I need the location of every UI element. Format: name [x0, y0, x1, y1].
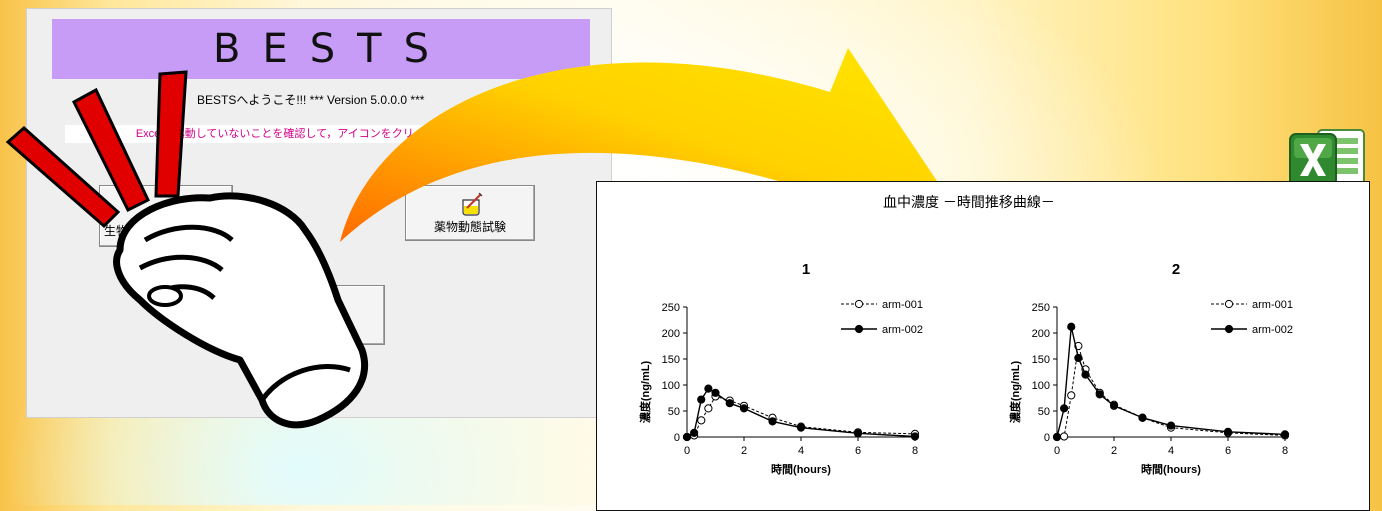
chart-main-title: 血中濃度 －時間推移曲線－ [883, 194, 1055, 210]
data-point [690, 428, 699, 437]
data-point [1223, 427, 1233, 436]
y-axis-label: 濃度(ng/mL) [638, 361, 652, 424]
welcome-text: BESTSへようこそ!!! *** Version 5.0.0.0 *** [197, 93, 425, 107]
x-tick-label: 0 [1054, 445, 1060, 457]
excel-icon [1289, 129, 1365, 189]
x-axis-label: 時間(hours) [771, 462, 831, 476]
legend-label: arm-002 [1252, 324, 1293, 336]
chart-title: 2 [1172, 261, 1180, 278]
y-tick-label: 200 [662, 328, 680, 340]
y-tick-label: 100 [1032, 380, 1050, 392]
data-point [1280, 430, 1290, 439]
data-point [1074, 353, 1083, 363]
bioequivalence-button-label: 生物学的 [104, 224, 153, 238]
y-tick-label: 50 [1038, 406, 1050, 418]
x-tick-label: 4 [798, 445, 804, 457]
data-point [1138, 413, 1147, 422]
y-tick-label: 250 [1032, 302, 1050, 314]
legend-marker [854, 324, 864, 334]
legend-marker [1224, 299, 1234, 309]
data-point [1095, 390, 1104, 399]
y-tick-label: 250 [662, 302, 680, 314]
data-point [1060, 432, 1069, 441]
x-tick-label: 2 [741, 445, 747, 457]
third-module-button[interactable] [297, 285, 385, 345]
y-tick-label: 100 [662, 380, 680, 392]
y-tick-label: 0 [1044, 432, 1050, 444]
x-tick-label: 2 [1111, 445, 1117, 457]
chart-title: 1 [802, 261, 810, 278]
y-tick-label: 150 [662, 354, 680, 366]
data-point [704, 404, 713, 413]
flask-syringe-icon [462, 192, 483, 216]
legend-marker [1224, 324, 1234, 334]
data-point [739, 404, 749, 413]
data-point [910, 432, 920, 441]
data-point [1067, 391, 1076, 400]
x-tick-label: 0 [684, 445, 690, 457]
data-point [725, 399, 734, 408]
instruction-notice: Excelが起動していないことを確認して，アイコンをクリックしてください. [65, 125, 575, 143]
data-point [1067, 322, 1076, 331]
pharmacokinetics-button-label: 薬物動態試験 [433, 220, 506, 234]
data-point [697, 395, 706, 404]
chart-2: 2 0 50 100 150 200 250 0 2 4 6 8 時間(hours) 濃度(ng/mL) a… [1008, 261, 1293, 476]
x-axis-label: 時間(hours) [1141, 462, 1201, 476]
x-tick-label: 6 [855, 445, 861, 457]
data-point [1081, 370, 1090, 379]
chart-panel: 血中濃度 －時間推移曲線－ 1 0 50 100 150 200 250 0 2 4 6 8 時間(ho… [596, 181, 1370, 511]
legend-label: arm-002 [882, 324, 923, 336]
data-point [697, 416, 706, 425]
data-point [704, 384, 713, 393]
bioequivalence-button[interactable]: 生物学的 [99, 185, 233, 247]
bests-app-window: BESTS BESTSへようこそ!!! *** Version 5.0.0.0 … [26, 8, 612, 418]
data-point [1060, 404, 1069, 413]
y-tick-label: 200 [1032, 328, 1050, 340]
app-title-banner: BESTS [52, 19, 590, 79]
y-tick-label: 50 [668, 406, 680, 418]
x-tick-label: 4 [1168, 445, 1174, 457]
data-point [1166, 421, 1176, 430]
series-line-arm-002 [1056, 326, 1286, 438]
y-tick-label: 0 [674, 432, 680, 444]
data-point [768, 417, 777, 426]
data-point [853, 429, 863, 438]
y-tick-label: 150 [1032, 354, 1050, 366]
legend-label: arm-001 [882, 299, 923, 311]
data-point [682, 432, 692, 442]
x-tick-label: 6 [1225, 445, 1231, 457]
data-point [1052, 432, 1062, 442]
data-point [1109, 401, 1119, 410]
x-tick-label: 8 [1282, 445, 1288, 457]
chart-1: 1 0 50 100 150 200 250 0 2 4 6 8 時間(hours) 濃度(ng/mL) a… [638, 261, 923, 476]
x-tick-label: 8 [912, 445, 918, 457]
pharmacokinetics-button[interactable]: 薬物動態試験 [405, 185, 535, 241]
legend-label: arm-001 [1252, 299, 1293, 311]
y-axis-label: 濃度(ng/mL) [1008, 361, 1022, 424]
legend-marker [854, 299, 864, 309]
data-point [711, 388, 720, 397]
data-point [796, 423, 806, 432]
